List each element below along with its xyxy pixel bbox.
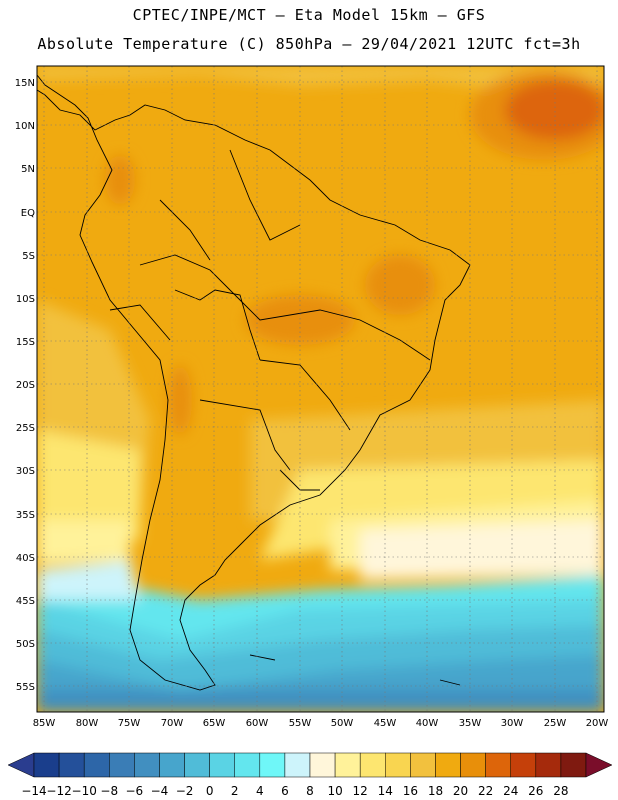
lat-label: 15N bbox=[15, 78, 35, 89]
colorbar-cell bbox=[184, 752, 210, 778]
colorbar-label: 4 bbox=[256, 784, 264, 798]
colorbar-label: 14 bbox=[378, 784, 393, 798]
colorbar-cell bbox=[334, 752, 361, 778]
lon-label: 70W bbox=[161, 718, 184, 729]
colorbar-labels: −14 −12 −10 −8 −6 −4 −2 0 2 4 6 8 10 12 14 16 18 20 22 24 26… bbox=[21, 784, 568, 798]
colorbar-label: 28 bbox=[553, 784, 568, 798]
colorbar-cell bbox=[209, 752, 235, 778]
lat-label: 15S bbox=[16, 337, 35, 348]
lat-label: 45S bbox=[16, 596, 35, 607]
lon-label: 25W bbox=[544, 718, 567, 729]
lon-label: 75W bbox=[118, 718, 141, 729]
lat-label: 30S bbox=[16, 466, 35, 477]
colorbar-label: −10 bbox=[72, 784, 97, 798]
lon-label: 60W bbox=[246, 718, 269, 729]
colorbar-cell bbox=[309, 752, 336, 778]
colorbar-cell bbox=[134, 752, 160, 778]
lat-label: 40S bbox=[16, 553, 35, 564]
lat-label: 55S bbox=[16, 682, 35, 693]
colorbar-label: 26 bbox=[528, 784, 543, 798]
colorbar-cell bbox=[410, 752, 436, 778]
lon-label: 65W bbox=[203, 718, 226, 729]
colorbar-cell bbox=[109, 752, 135, 778]
colorbar-label: 0 bbox=[206, 784, 214, 798]
temperature-field bbox=[37, 66, 604, 712]
colorbar-label: 12 bbox=[353, 784, 368, 798]
colorbar-over-arrow bbox=[585, 752, 613, 778]
lat-label: 50S bbox=[16, 639, 35, 650]
colorbar-cell bbox=[259, 752, 286, 778]
graticule bbox=[37, 66, 604, 712]
lat-label: 10N bbox=[15, 121, 35, 132]
colorbar-label: 8 bbox=[306, 784, 314, 798]
colorbar-cell bbox=[33, 752, 60, 778]
lat-label: 5S bbox=[22, 251, 35, 262]
map-frame bbox=[36, 65, 605, 713]
lon-label: 35W bbox=[459, 718, 482, 729]
colorbar-label: 10 bbox=[327, 784, 342, 798]
colorbar-cell bbox=[460, 752, 486, 778]
colorbar-label: −8 bbox=[100, 784, 118, 798]
colorbar-cell bbox=[435, 752, 461, 778]
colorbar-cell bbox=[359, 752, 386, 778]
colorbar-label: 24 bbox=[503, 784, 518, 798]
colorbar-label: −14 bbox=[21, 784, 46, 798]
colorbar-cell bbox=[535, 752, 562, 778]
colorbar-cells bbox=[33, 752, 587, 778]
chart-title-line1: CPTEC/INPE/MCT – Eta Model 15km – GFS bbox=[132, 6, 486, 24]
colorbar-label: 16 bbox=[403, 784, 418, 798]
lon-label: 40W bbox=[416, 718, 439, 729]
colorbar-label: −12 bbox=[46, 784, 71, 798]
colorbar-label: 18 bbox=[428, 784, 443, 798]
lon-label: 45W bbox=[374, 718, 397, 729]
latitude-labels: 15N 10N 5N EQ 5S 10S 15S 20S 25S 30S 35S… bbox=[15, 78, 35, 693]
lat-label: 10S bbox=[16, 294, 35, 305]
colorbar-label: −4 bbox=[151, 784, 169, 798]
longitude-labels: 85W 80W 75W 70W 65W 60W 55W 50W 45W 40W … bbox=[33, 718, 609, 729]
colorbar-label: 22 bbox=[478, 784, 493, 798]
colorbar-cell bbox=[159, 752, 185, 778]
colorbar-label: 6 bbox=[281, 784, 289, 798]
colorbar-cell bbox=[284, 752, 311, 778]
colorbar-cell bbox=[83, 752, 110, 778]
colorbar-under-arrow bbox=[7, 752, 35, 778]
colorbar-cell bbox=[510, 752, 537, 778]
lat-label: 35S bbox=[16, 510, 35, 521]
colorbar-label: −6 bbox=[126, 784, 144, 798]
colorbar-cell bbox=[485, 752, 511, 778]
lat-label: 25S bbox=[16, 423, 35, 434]
lat-label: 5N bbox=[21, 164, 35, 175]
lon-label: 55W bbox=[289, 718, 312, 729]
lon-label: 20W bbox=[586, 718, 609, 729]
colorbar-cell bbox=[58, 752, 85, 778]
colorbar-label: 2 bbox=[231, 784, 239, 798]
colorbar-label: −2 bbox=[176, 784, 194, 798]
lat-label: EQ bbox=[21, 208, 35, 219]
colorbar-cell bbox=[385, 752, 411, 778]
lon-label: 85W bbox=[33, 718, 56, 729]
coastlines bbox=[36, 74, 471, 691]
colorbar-label: 20 bbox=[453, 784, 468, 798]
colorbar: −14 −12 −10 −8 −6 −4 −2 0 2 4 6 8 10 12 14 16 18 20 22 24 26… bbox=[7, 752, 613, 798]
colorbar-cell bbox=[560, 752, 587, 778]
lat-label: 20S bbox=[16, 380, 35, 391]
lon-label: 80W bbox=[76, 718, 99, 729]
lon-label: 50W bbox=[331, 718, 354, 729]
colorbar-cell bbox=[234, 752, 261, 778]
chart-title-line2: Absolute Temperature (C) 850hPa – 29/04/… bbox=[37, 35, 581, 53]
lon-label: 30W bbox=[501, 718, 524, 729]
